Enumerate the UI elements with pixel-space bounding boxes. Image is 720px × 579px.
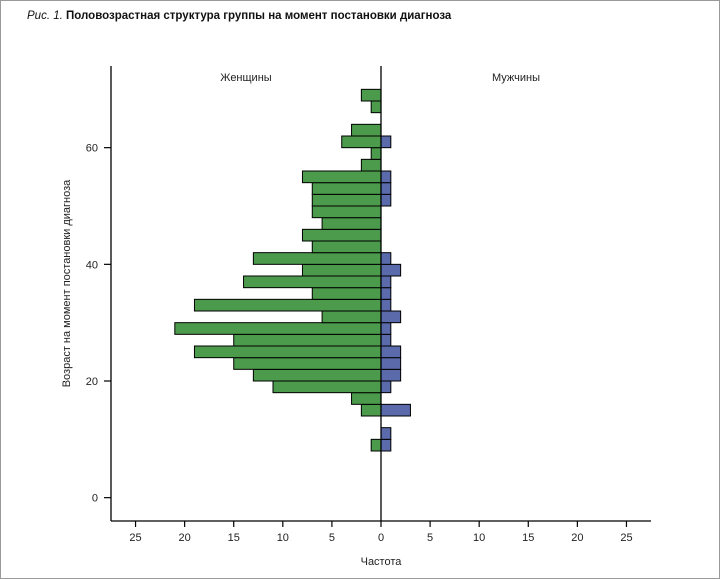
x-tick-label: 20 (571, 532, 583, 544)
bar-men-age-52 (380, 182, 392, 195)
bar-men-age-34 (380, 287, 392, 300)
x-tick-label: 20 (179, 532, 191, 544)
x-tick-label: 5 (329, 532, 335, 544)
x-tick-label: 0 (378, 532, 384, 544)
bars-layer (174, 88, 411, 452)
figure-caption: Рис. 1. Половозрастная структура группы … (27, 10, 451, 22)
caption-lead: Рис. 1. (27, 10, 63, 22)
bar-women-age-60 (341, 135, 382, 149)
bar-women-age-18 (272, 380, 382, 394)
bar-women-age-48 (311, 205, 382, 219)
bar-women-age-36 (243, 275, 382, 289)
bar-women-age-42 (311, 240, 382, 254)
bar-women-age-14 (360, 403, 382, 417)
bar-men-age-60 (380, 135, 392, 149)
bar-men-age-18 (380, 380, 392, 394)
bar-women-age-26 (233, 333, 382, 347)
bar-men-age-22 (380, 357, 402, 370)
x-tick-label: 25 (620, 532, 632, 544)
bar-men-age-50 (380, 193, 392, 207)
bar-men-age-20 (380, 368, 402, 382)
x-tick-label: 25 (129, 532, 141, 544)
bar-men-age-10 (380, 427, 392, 440)
bar-women-age-28 (174, 322, 382, 335)
bar-women-age-32 (193, 298, 382, 312)
bar-men-age-38 (380, 263, 402, 277)
bar-men-age-28 (380, 322, 392, 335)
bar-women-age-16 (351, 392, 382, 405)
bar-women-age-24 (193, 345, 382, 359)
group-label-men: Мужчины (492, 72, 540, 84)
x-tick-label: 10 (473, 532, 485, 544)
y-tick-label: 0 (92, 493, 98, 505)
bar-men-age-32 (380, 298, 392, 312)
bar-women-age-20 (252, 368, 382, 382)
bar-women-age-30 (321, 310, 382, 324)
axes-layer (110, 66, 651, 522)
bar-men-age-54 (380, 170, 392, 184)
bar-women-age-54 (301, 170, 382, 184)
bar-women-age-58 (370, 147, 382, 160)
bar-men-age-14 (380, 403, 411, 417)
bar-women-age-62 (351, 123, 382, 137)
y-tick-label: 20 (86, 376, 98, 388)
x-tick-label: 10 (277, 532, 289, 544)
bar-women-age-46 (321, 217, 382, 230)
x-tick-label: 5 (427, 532, 433, 544)
y-tick-label: 60 (86, 143, 98, 155)
ticks-layer: 25 20 15 10 5 0 5 10 15 20 25 0 20 40 60 (86, 143, 633, 544)
bar-women-age-52 (311, 182, 382, 195)
bar-men-age-30 (380, 310, 402, 324)
group-label-women: Женщины (220, 72, 271, 84)
bar-women-age-34 (311, 287, 382, 300)
bar-women-age-66 (370, 100, 382, 114)
x-tick-label: 15 (228, 532, 240, 544)
bar-women-age-8 (370, 438, 382, 452)
caption-title: Половозрастная структура группы на момен… (66, 10, 452, 22)
bar-men-age-36 (380, 275, 392, 289)
x-axis-title: Частота (361, 556, 403, 568)
bar-men-age-40 (380, 252, 392, 265)
y-tick-label: 40 (86, 259, 98, 271)
bar-men-age-24 (380, 345, 402, 359)
bar-women-age-22 (233, 357, 382, 370)
bar-women-age-44 (301, 228, 382, 242)
bar-women-age-38 (301, 263, 382, 277)
bar-women-age-40 (252, 252, 382, 265)
bar-women-age-50 (311, 193, 382, 207)
bar-women-age-56 (360, 158, 382, 172)
bar-men-age-26 (380, 333, 392, 347)
x-tick-label: 15 (522, 532, 534, 544)
bar-women-age-68 (360, 88, 382, 102)
bar-men-age-8 (380, 438, 392, 452)
y-axis-title: Возраст на момент постановки диагноза (61, 179, 73, 387)
